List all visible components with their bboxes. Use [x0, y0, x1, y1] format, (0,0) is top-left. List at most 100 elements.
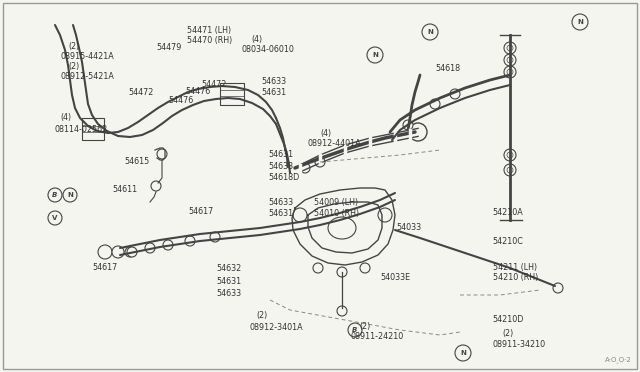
Text: 54470 (RH): 54470 (RH) [187, 36, 232, 45]
Circle shape [507, 167, 513, 173]
Circle shape [300, 163, 310, 173]
Circle shape [403, 120, 413, 130]
Circle shape [98, 245, 112, 259]
Text: 54211 (LH): 54211 (LH) [493, 263, 537, 272]
Text: 54633: 54633 [269, 198, 294, 207]
Text: 08911-34210: 08911-34210 [493, 340, 546, 349]
Text: B: B [52, 192, 58, 198]
Text: 08912-3401A: 08912-3401A [250, 323, 303, 332]
FancyBboxPatch shape [82, 118, 104, 140]
Circle shape [430, 99, 440, 109]
Text: 54472: 54472 [202, 80, 227, 89]
Circle shape [348, 323, 362, 337]
Text: 54618D: 54618D [269, 173, 300, 182]
Circle shape [157, 149, 167, 159]
Text: 08911-24210: 08911-24210 [351, 332, 404, 341]
Text: N: N [577, 19, 583, 25]
Circle shape [367, 47, 383, 63]
Text: (4): (4) [61, 113, 72, 122]
Text: 54631: 54631 [216, 277, 241, 286]
Text: 54210D: 54210D [493, 315, 524, 324]
Text: 54033E: 54033E [381, 273, 411, 282]
Text: (2): (2) [68, 42, 80, 51]
Text: A·O‸O·2: A·O‸O·2 [605, 357, 632, 364]
Circle shape [125, 247, 135, 257]
Circle shape [504, 66, 516, 78]
Circle shape [163, 240, 173, 250]
Text: 54210 (RH): 54210 (RH) [493, 273, 538, 282]
Circle shape [48, 188, 62, 202]
Circle shape [553, 283, 563, 293]
Circle shape [504, 42, 516, 54]
Text: (4): (4) [320, 129, 331, 138]
Circle shape [151, 181, 161, 191]
Circle shape [422, 24, 438, 40]
Circle shape [185, 236, 195, 246]
Text: 08915-4421A: 08915-4421A [61, 52, 115, 61]
Circle shape [210, 232, 220, 242]
Circle shape [360, 263, 370, 273]
Circle shape [504, 149, 516, 161]
Text: N: N [372, 52, 378, 58]
Text: N: N [67, 192, 73, 198]
Text: (2): (2) [256, 311, 268, 320]
Text: 54210C: 54210C [493, 237, 524, 246]
FancyBboxPatch shape [220, 83, 244, 105]
Text: 54472: 54472 [128, 88, 154, 97]
Text: 54479: 54479 [157, 43, 182, 52]
Text: (2): (2) [502, 329, 514, 338]
Text: 54631: 54631 [269, 209, 294, 218]
Circle shape [337, 306, 347, 316]
Text: 54615: 54615 [125, 157, 150, 166]
Circle shape [507, 45, 513, 51]
Circle shape [455, 345, 471, 361]
Text: 54471 (LH): 54471 (LH) [187, 26, 231, 35]
Circle shape [337, 267, 347, 277]
Text: 08912-5421A: 08912-5421A [61, 72, 115, 81]
Text: (2): (2) [68, 62, 80, 71]
Circle shape [507, 152, 513, 158]
Circle shape [48, 211, 62, 225]
Text: 08034-06010: 08034-06010 [242, 45, 295, 54]
Circle shape [315, 157, 325, 167]
Circle shape [572, 14, 588, 30]
Text: 08912-4401A: 08912-4401A [307, 139, 361, 148]
Circle shape [112, 246, 124, 258]
Circle shape [504, 164, 516, 176]
Text: 54631: 54631 [261, 88, 286, 97]
Circle shape [63, 188, 77, 202]
Text: 54611: 54611 [112, 185, 137, 194]
Text: N: N [460, 350, 466, 356]
Text: 54010 (RH): 54010 (RH) [314, 209, 359, 218]
Text: 54631: 54631 [269, 150, 294, 159]
Text: 54633: 54633 [269, 162, 294, 171]
Text: 54009 (LH): 54009 (LH) [314, 198, 358, 207]
Circle shape [127, 247, 137, 257]
Text: 54632: 54632 [216, 264, 241, 273]
Circle shape [145, 243, 155, 253]
Text: 54633: 54633 [261, 77, 286, 86]
Circle shape [504, 54, 516, 66]
Text: 54633: 54633 [216, 289, 241, 298]
Ellipse shape [328, 217, 356, 239]
Circle shape [378, 208, 392, 222]
Text: B: B [352, 327, 358, 333]
Text: 54476: 54476 [168, 96, 193, 105]
Text: (4): (4) [252, 35, 262, 44]
Circle shape [313, 263, 323, 273]
Text: 54033: 54033 [397, 223, 422, 232]
Text: N: N [427, 29, 433, 35]
Text: 54210A: 54210A [493, 208, 524, 217]
Text: 54617: 54617 [93, 263, 118, 272]
Text: (2): (2) [360, 322, 371, 331]
Text: 54476: 54476 [186, 87, 211, 96]
Text: 08114-02562: 08114-02562 [54, 125, 108, 134]
Text: 54617: 54617 [189, 207, 214, 216]
Circle shape [507, 57, 513, 63]
Text: 54618: 54618 [435, 64, 460, 73]
Circle shape [293, 208, 307, 222]
Circle shape [507, 69, 513, 75]
Circle shape [450, 89, 460, 99]
Circle shape [409, 123, 427, 141]
Text: V: V [52, 215, 58, 221]
